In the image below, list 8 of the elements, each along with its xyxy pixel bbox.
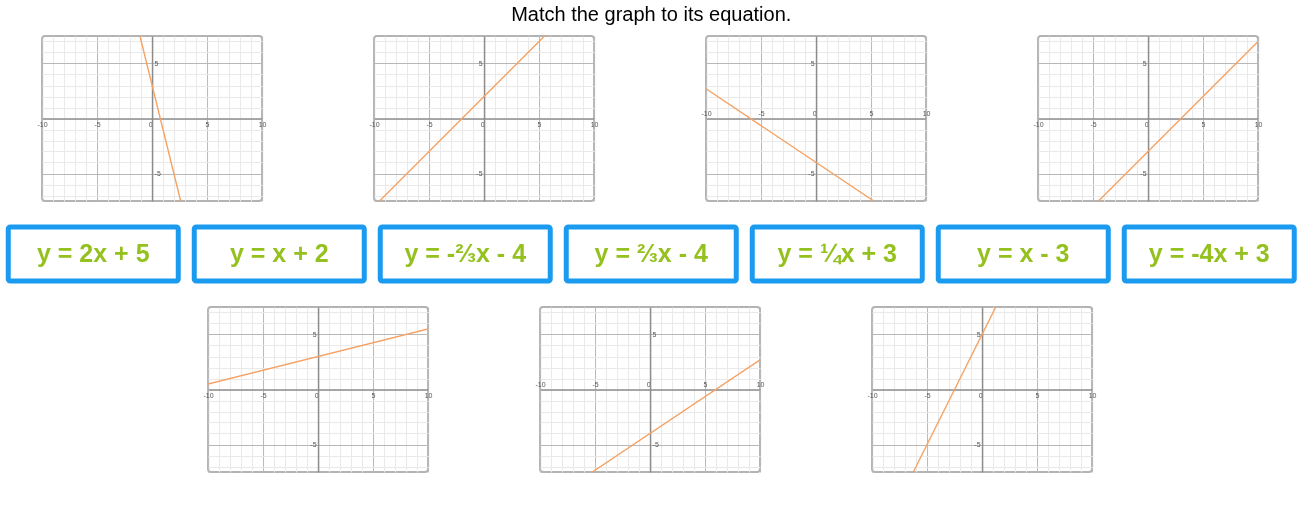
text: y = x - 3 xyxy=(977,239,1070,267)
text: y = x + 2 xyxy=(229,239,329,267)
text: y = -4x + 3 xyxy=(1148,239,1270,267)
text: y = ⅔x - 4 xyxy=(594,239,708,267)
text: y = -⅔x - 4 xyxy=(404,239,527,267)
text: Match the graph to its equation. xyxy=(511,3,792,25)
text: y = ¼x + 3 xyxy=(777,239,898,267)
text: y = 2x + 5 xyxy=(36,239,150,267)
